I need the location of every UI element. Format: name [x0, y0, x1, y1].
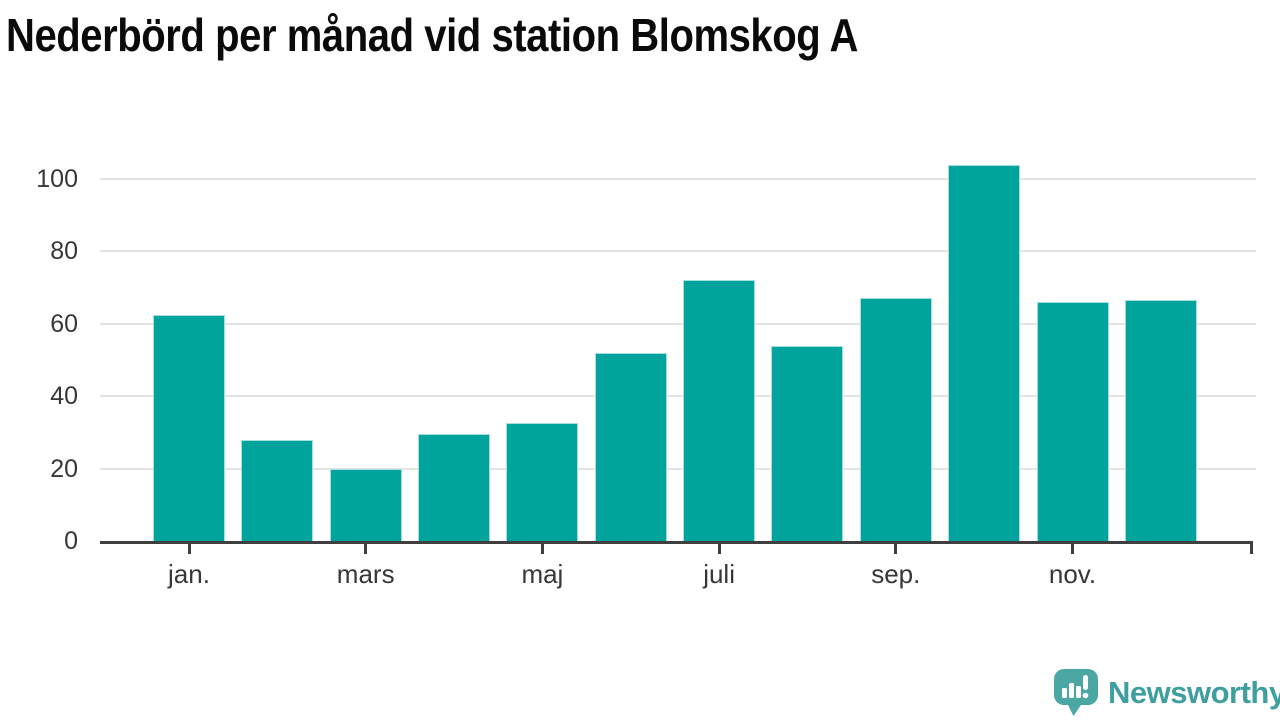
newsworthy-logo-icon [1054, 669, 1098, 716]
x-axis-tick [364, 544, 368, 554]
bar-month-5 [506, 423, 579, 541]
bar-month-2 [241, 439, 314, 541]
x-axis-tick [540, 544, 544, 554]
logo-bar-2 [1069, 683, 1074, 698]
bar-month-8 [771, 345, 844, 541]
x-axis-tick-label: juli [703, 559, 735, 589]
bar-month-1 [153, 314, 225, 541]
bar-month-3 [329, 468, 402, 541]
gridline-y-100 [100, 178, 1256, 180]
bar-month-12 [1124, 300, 1197, 541]
logo-exclamation-stem [1083, 675, 1088, 690]
newsworthy-logo: Newsworthy [1053, 668, 1280, 718]
x-axis-line [100, 541, 1253, 544]
newsworthy-logo-text: Newsworthy [1108, 675, 1280, 710]
y-axis-tick-label: 80 [50, 237, 78, 266]
x-axis-tick-label: sep. [871, 559, 921, 589]
x-axis-tick [894, 544, 898, 554]
logo-exclamation-dot [1082, 692, 1089, 699]
x-axis-tick-label: mars [336, 559, 395, 589]
bar-month-10 [948, 164, 1021, 541]
logo-bar-3 [1076, 686, 1081, 698]
x-axis-tick-label: maj [521, 559, 564, 589]
logo-bar-1 [1062, 688, 1067, 698]
bar-month-7 [683, 280, 756, 541]
y-axis-tick-label: 60 [50, 309, 78, 338]
gridline-y-60 [100, 322, 1256, 325]
plot-area: 0 20 40 60 80 100 jan. mars maj juli sep. nov. [36, 164, 1256, 589]
x-axis-end-tick [1250, 541, 1253, 554]
x-axis-tick [1071, 544, 1074, 554]
bar-month-11 [1036, 302, 1109, 541]
bar-month-9 [859, 298, 932, 541]
gridline-y-40 [100, 395, 1256, 398]
x-axis-tick [717, 544, 721, 554]
bar-month-4 [418, 434, 491, 541]
bar-month-6 [594, 352, 667, 541]
x-axis-tick-label: jan. [168, 559, 210, 589]
y-axis-tick-label: 100 [36, 165, 78, 193]
gridline-y-20 [100, 467, 1256, 470]
chart-title: Nederbörd per månad vid station Blomskog… [6, 9, 858, 61]
x-axis-tick-label: nov. [1048, 559, 1097, 589]
x-axis-tick [187, 544, 191, 554]
y-axis-tick-label: 40 [50, 382, 78, 411]
gridline-y-80 [100, 250, 1256, 253]
y-axis-tick-label: 20 [50, 454, 78, 483]
y-axis-tick-label: 0 [64, 527, 78, 555]
